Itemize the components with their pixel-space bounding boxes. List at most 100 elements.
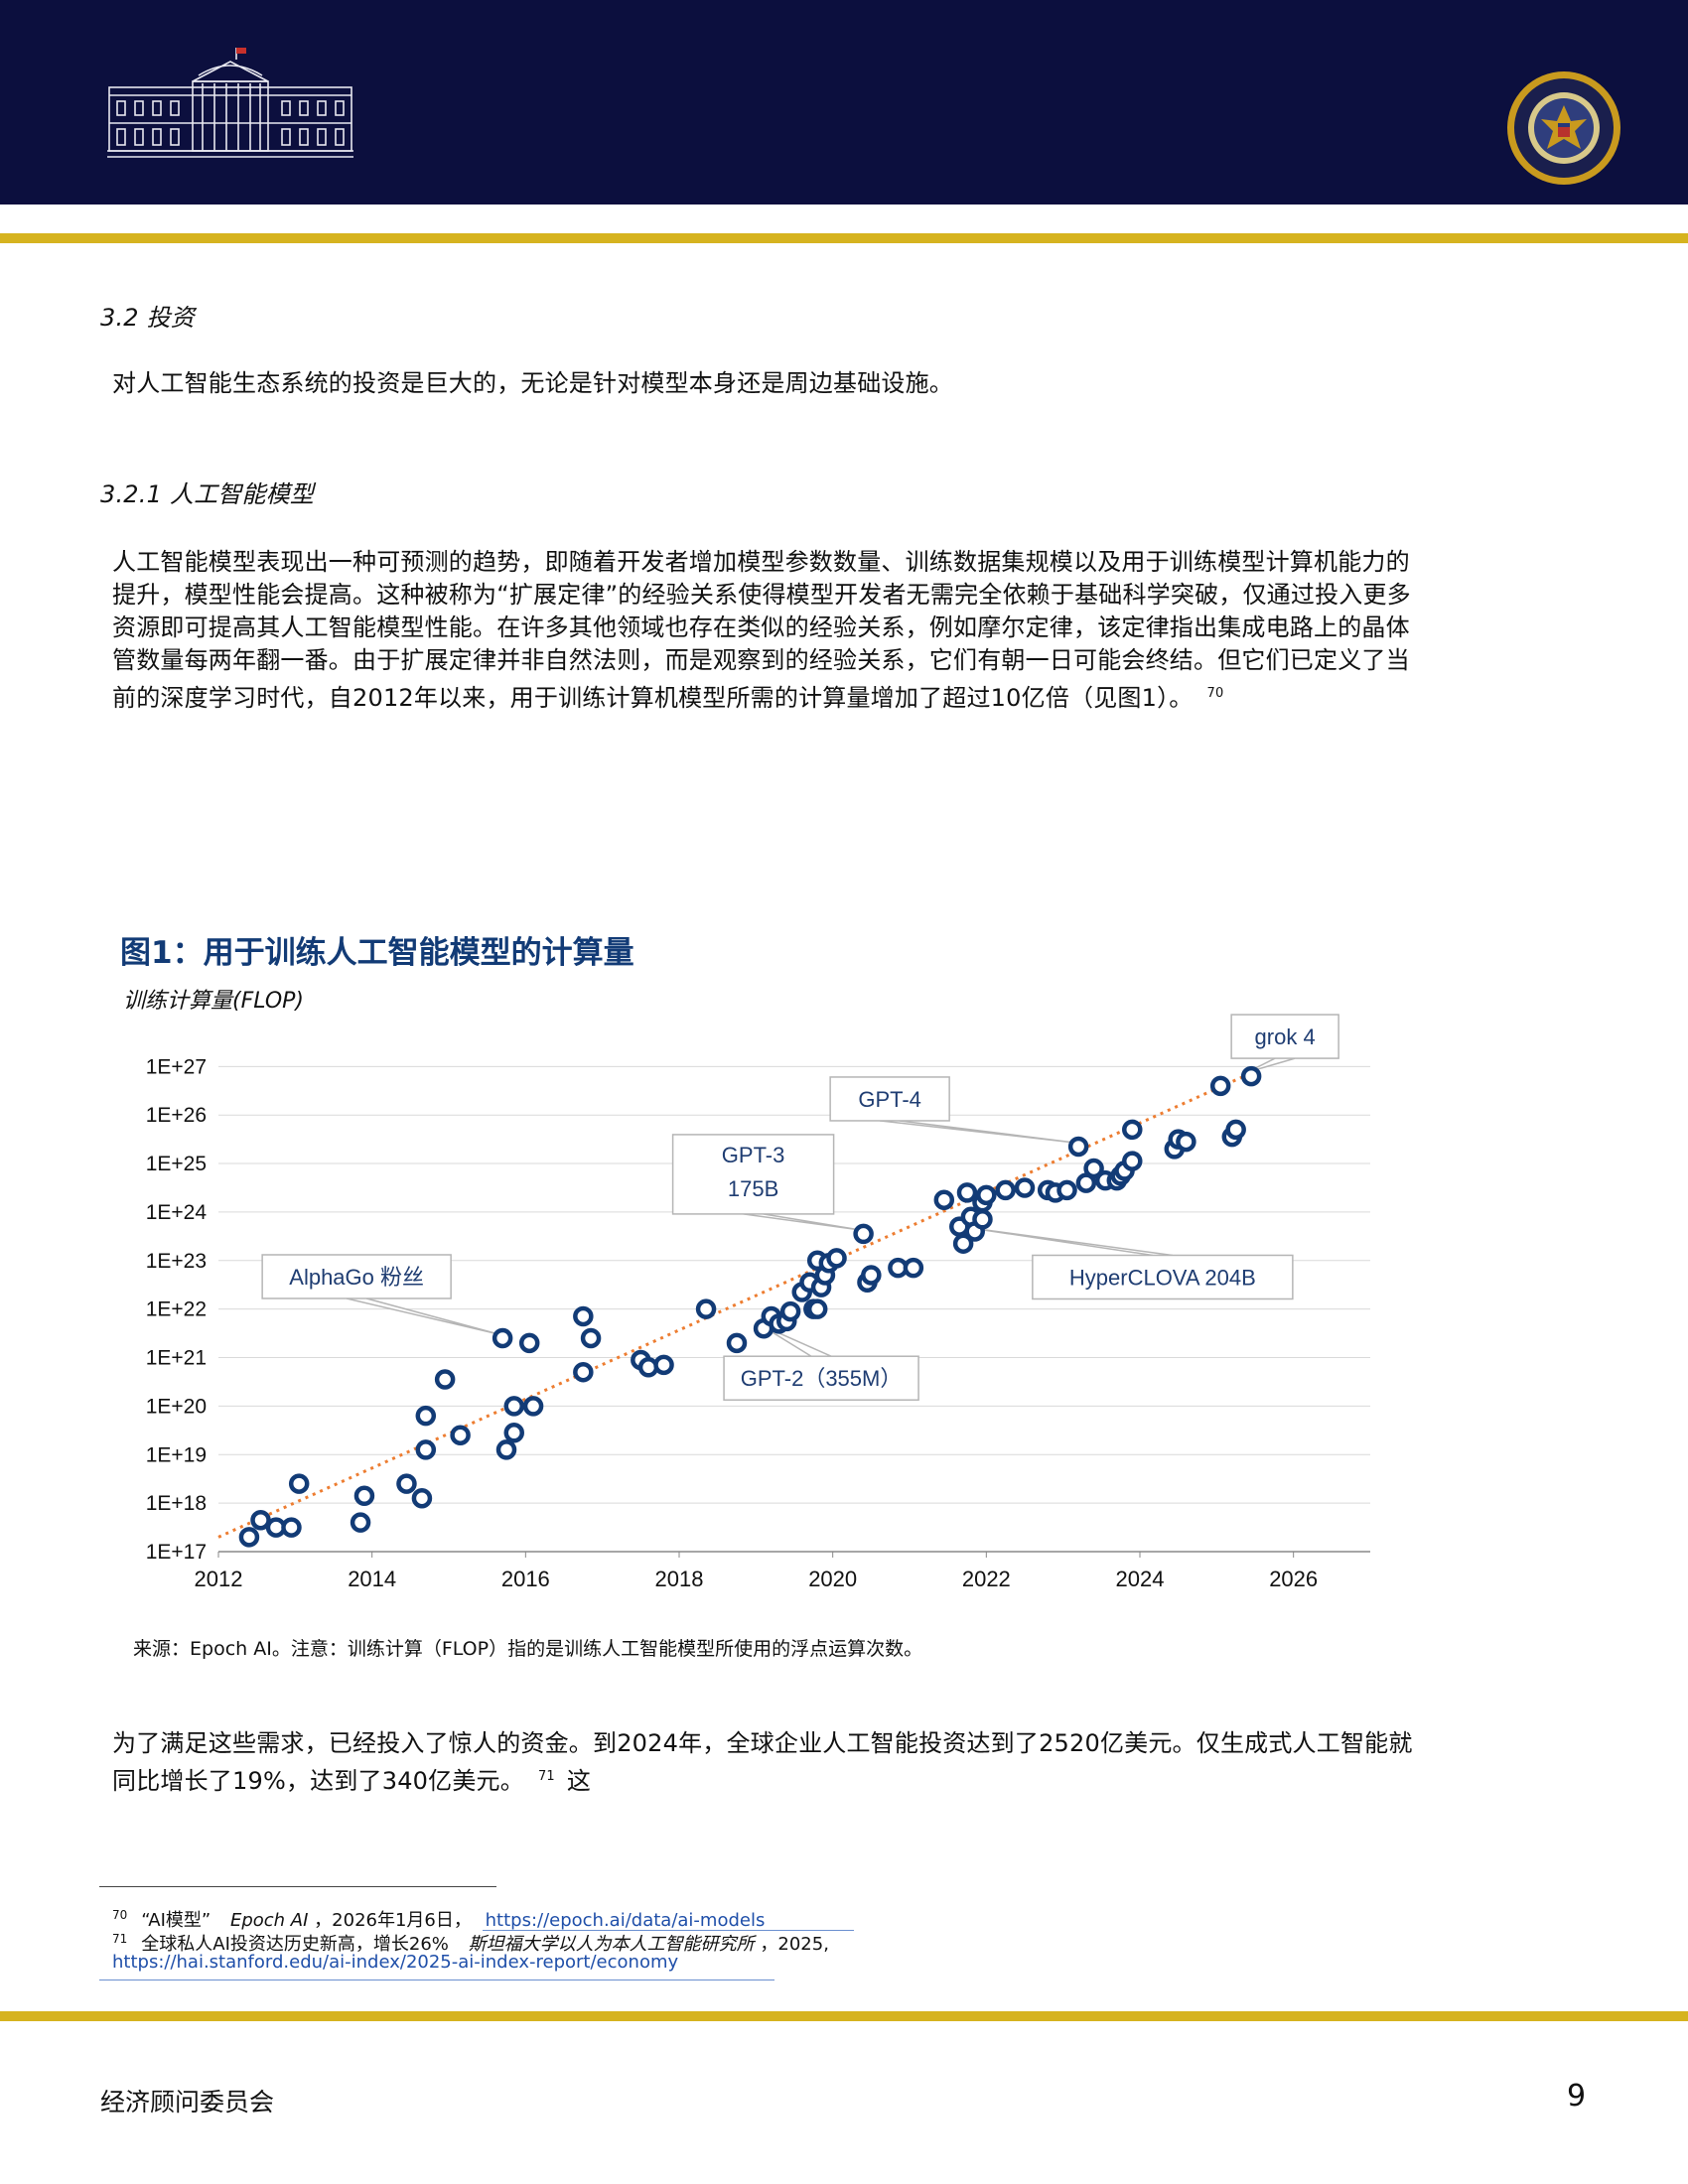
data-point <box>573 1361 594 1383</box>
data-point <box>826 1248 847 1269</box>
paragraph-line: 管数量每两年翻一番。由于扩展定律并非自然法则，而是观察到的经验关系，它们有朝一日… <box>112 646 1410 674</box>
y-tick-label: 1E+19 <box>146 1443 207 1466</box>
annotation-box <box>723 1355 919 1401</box>
data-point <box>1083 1158 1104 1179</box>
annotation-pointer <box>743 1213 860 1231</box>
annotation-box <box>261 1254 452 1299</box>
x-tick-label: 2026 <box>1269 1567 1318 1591</box>
data-point <box>396 1473 417 1494</box>
annotation-pointer <box>346 1297 499 1335</box>
data-point <box>580 1327 602 1349</box>
x-tick-label: 2012 <box>195 1567 243 1591</box>
data-point <box>434 1369 456 1390</box>
data-point <box>726 1332 748 1354</box>
data-point <box>238 1527 260 1548</box>
paragraph-line: 人工智能模型表现出一种可预测的趋势，即随着开发者增加模型参数数量、训练数据集规模… <box>112 548 1410 576</box>
y-tick-label: 1E+17 <box>146 1541 207 1564</box>
y-tick-label: 1E+24 <box>146 1201 208 1224</box>
data-point <box>281 1517 302 1538</box>
data-point <box>518 1332 540 1354</box>
data-point <box>522 1396 544 1417</box>
seal-icon <box>1507 71 1620 185</box>
data-point <box>415 1405 437 1427</box>
data-point <box>1122 1151 1143 1171</box>
footnote-ref[interactable]: 71 <box>537 1769 555 1784</box>
x-tick-label: 2016 <box>501 1567 550 1591</box>
data-point <box>1056 1179 1077 1201</box>
data-point <box>976 1184 997 1206</box>
compute-scatter-chart: 1E+17 1E+18 1E+19 1E+20 1E+21 1E+22 1E+23 1E+24… <box>146 1014 1370 1591</box>
data-point <box>853 1223 874 1245</box>
data-point <box>972 1209 993 1230</box>
y-tick-label: 1E+23 <box>146 1250 207 1273</box>
paragraph-line: 资源即可提高其人工智能模型性能。在许多其他领域也存在类似的经验关系，例如摩尔定律… <box>112 614 1410 641</box>
link-underline <box>483 1930 854 1931</box>
footnote-link[interactable]: https://hai.stanford.edu/ai-index/2025-a… <box>112 1952 679 1973</box>
data-point <box>450 1425 471 1445</box>
footer-divider <box>0 2011 1688 2021</box>
page-number: 9 <box>1567 2079 1587 2114</box>
data-point <box>1067 1136 1089 1158</box>
annotation-label: HyperCLOVA 204B <box>1069 1265 1256 1290</box>
header-banner <box>0 0 1688 205</box>
data-point <box>806 1298 828 1319</box>
y-tick-label: 1E+20 <box>146 1395 207 1418</box>
annotation-label: GPT-4 <box>858 1087 921 1112</box>
data-point <box>415 1439 437 1460</box>
data-point <box>861 1265 882 1286</box>
annotation-box <box>1230 1014 1339 1059</box>
figure-source: 来源：Epoch AI。注意：训练计算（FLOP）指的是训练人工智能模型所使用的… <box>133 1638 923 1660</box>
subsection-heading: 3.2.1 人工智能模型 <box>100 480 315 508</box>
data-point <box>492 1327 513 1349</box>
data-point <box>933 1189 955 1210</box>
link-underline <box>99 1979 774 1980</box>
data-point <box>495 1439 517 1460</box>
footnote-rule <box>99 1886 496 1887</box>
y-tick-label: 1E+27 <box>146 1055 207 1078</box>
y-tick-label: 1E+26 <box>146 1104 207 1127</box>
footer-organization: 经济顾问委员会 <box>100 2088 275 2116</box>
footnote-70: 70 “AI模型” Epoch AI ，2026年1月6日， https://ep… <box>112 1908 766 1931</box>
paragraph-line: 为了满足这些需求，已经投入了惊人的资金。到2024年，全球企业人工智能投资达到了… <box>112 1729 1413 1757</box>
footnote-link[interactable]: https://epoch.ai/data/ai-models <box>485 1910 766 1931</box>
intro-paragraph: 对人工智能生态系统的投资是巨大的，无论是针对模型本身还是周边基础设施。 <box>112 369 953 397</box>
data-point <box>288 1473 310 1494</box>
data-point <box>1225 1119 1246 1141</box>
paragraph-line: 同比增长了19%，达到了340亿美元。 71 这 <box>112 1767 592 1795</box>
data-point <box>903 1257 924 1279</box>
data-point <box>350 1512 371 1533</box>
data-point <box>1209 1075 1231 1097</box>
chart-y-axis-label: 训练计算量(FLOP) <box>123 989 304 1014</box>
data-point <box>573 1305 594 1327</box>
x-tick-label: 2020 <box>808 1567 857 1591</box>
data-point <box>653 1354 674 1376</box>
annotation-label: GPT-2（355M） <box>741 1366 903 1391</box>
annotation-box <box>671 1134 835 1215</box>
footnote-ref[interactable]: 70 <box>1206 686 1224 701</box>
data-point <box>952 1233 974 1254</box>
investment-paragraph: 为了满足这些需求，已经投入了惊人的资金。到2024年，全球企业人工智能投资达到了… <box>112 1727 1602 1798</box>
y-tick-label: 1E+22 <box>146 1298 207 1321</box>
footnote-71-link-line: https://hai.stanford.edu/ai-index/2025-a… <box>112 1951 678 1975</box>
paragraph-line: 提升，模型性能会提高。这种被称为“扩展定律”的经验关系使得模型开发者无需完全依赖… <box>112 581 1411 609</box>
y-tick-label: 1E+25 <box>146 1153 207 1175</box>
annotation-pointer <box>880 1120 1075 1144</box>
data-point <box>1122 1119 1143 1141</box>
data-point <box>503 1396 524 1417</box>
annotation-box <box>829 1076 950 1122</box>
y-tick-label: 1E+18 <box>146 1492 207 1515</box>
y-tick-label: 1E+21 <box>146 1347 207 1370</box>
footnote-71: 71 全球私人AI投资达历史新高，增长26% 斯坦福大学以人为本人工智能研究所 ，… <box>112 1932 829 1955</box>
annotation-label: GPT-3 <box>722 1143 785 1167</box>
annotation-label: grok 4 <box>1255 1024 1316 1049</box>
data-point <box>956 1182 978 1203</box>
data-point <box>1176 1131 1196 1153</box>
x-tick-label: 2018 <box>655 1567 704 1591</box>
data-point <box>353 1485 375 1507</box>
data-point <box>250 1509 271 1531</box>
annotation-box <box>1032 1254 1294 1300</box>
data-point <box>503 1423 524 1443</box>
data-point <box>695 1298 717 1319</box>
body-paragraph: 人工智能模型表现出一种可预测的趋势，即随着开发者增加模型参数数量、训练数据集规模… <box>112 546 1602 715</box>
data-point <box>411 1487 433 1509</box>
